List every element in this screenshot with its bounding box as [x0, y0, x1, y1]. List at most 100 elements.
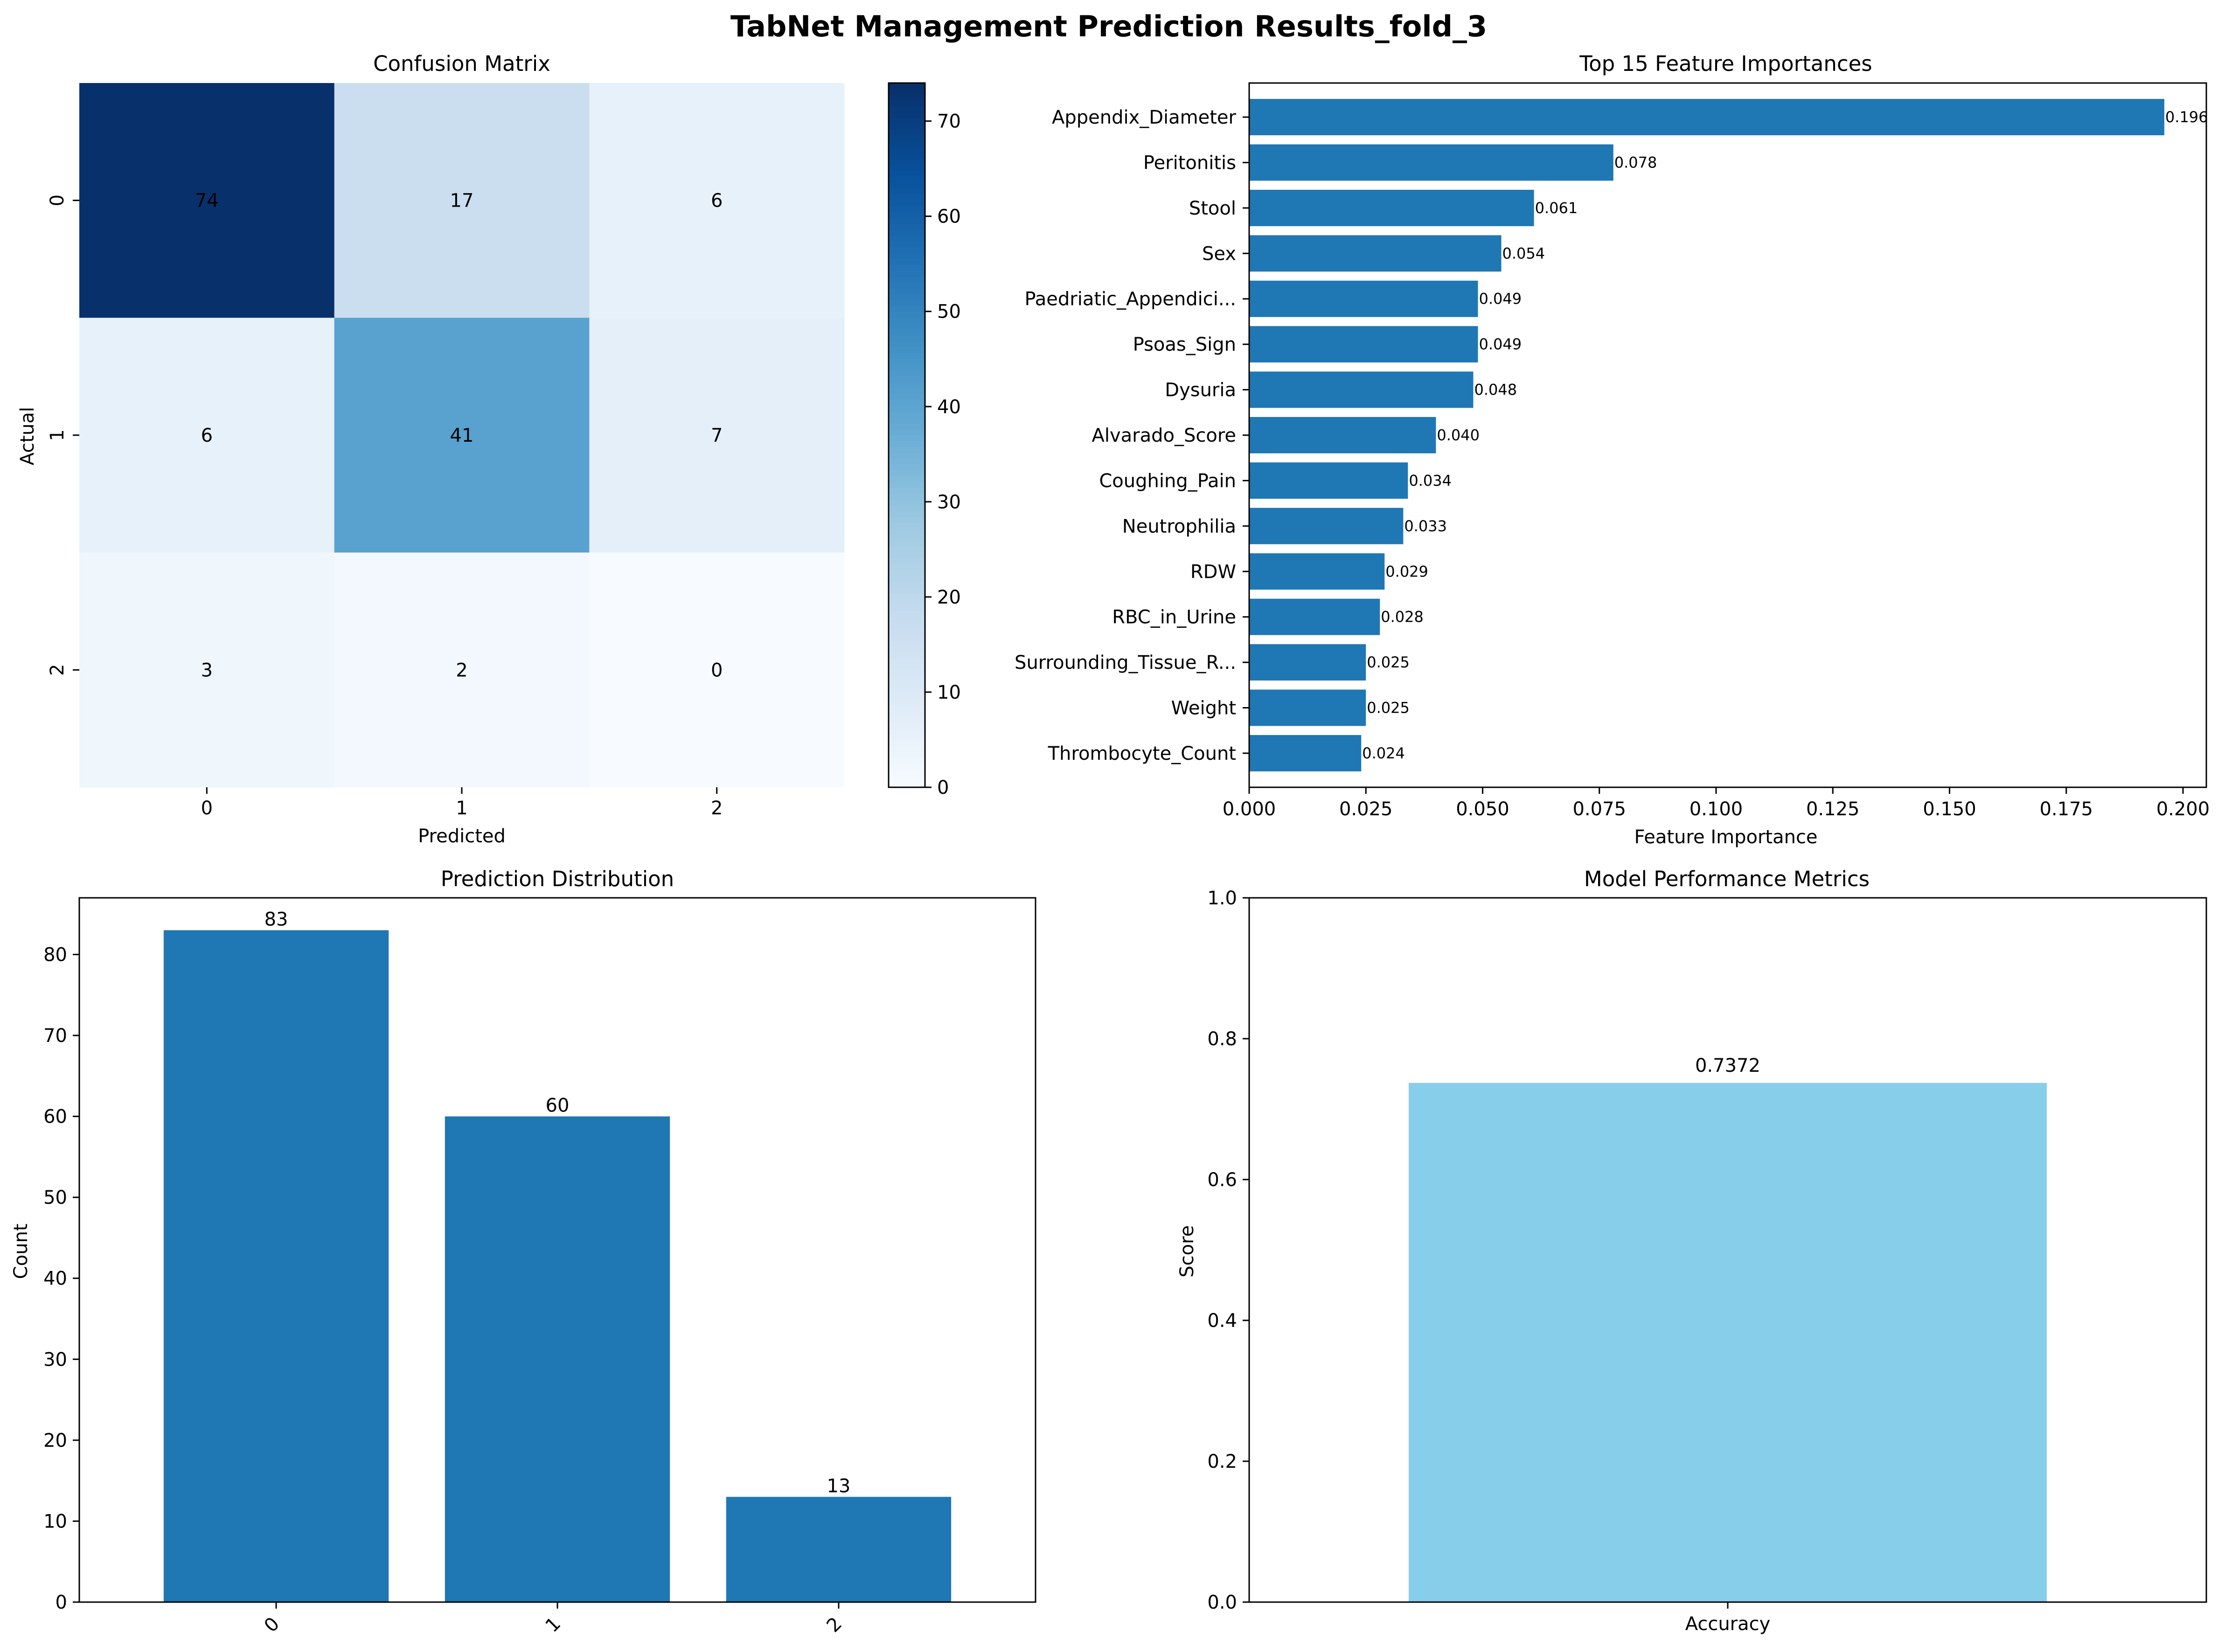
importance-bar [1249, 507, 1404, 544]
colorbar-segment [889, 511, 925, 518]
colorbar-segment [889, 312, 925, 319]
colorbar-segment [889, 764, 925, 770]
y-tick-label: 0 [47, 194, 68, 206]
colorbar-segment [889, 734, 925, 741]
heatmap-cell-label: 7 [711, 425, 723, 446]
importance-value-label: 0.049 [1479, 335, 1522, 353]
feature-name-label: Dysuria [1165, 380, 1236, 401]
colorbar-segment [889, 564, 925, 571]
colorbar-segment [889, 382, 925, 389]
importance-bar [1249, 371, 1474, 408]
colorbar-segment [889, 429, 925, 436]
colorbar-segment [889, 493, 925, 500]
feature-name-label: RBC_in_Urine [1112, 607, 1236, 628]
colorbar-segment [889, 323, 925, 330]
x-tick-label: 0.050 [1456, 798, 1509, 820]
colorbar-segment [889, 752, 925, 759]
colorbar-segment [889, 136, 925, 142]
colorbar-segment [889, 89, 925, 96]
colorbar-tick-label: 0 [937, 777, 949, 798]
colorbar-segment [889, 717, 925, 723]
colorbar-segment [889, 406, 925, 412]
colorbar-segment [889, 611, 925, 618]
x-tick-label: 0.125 [1806, 798, 1860, 820]
prediction-distribution-panel: Prediction Distribution Count 8306011320… [10, 867, 1036, 1637]
heatmap-cell-label: 0 [711, 659, 723, 681]
colorbar-segment [889, 130, 925, 137]
colorbar-segment [889, 253, 925, 260]
importance-bar [1249, 689, 1366, 726]
heatmap-cell [589, 83, 845, 318]
importance-value-label: 0.033 [1404, 517, 1447, 535]
colorbar-segment [889, 200, 925, 207]
colorbar-segment [889, 229, 925, 236]
colorbar-segment [889, 441, 925, 448]
colorbar-segment [889, 300, 925, 307]
colorbar-segment [889, 100, 925, 107]
colorbar-segment [889, 335, 925, 342]
colorbar-segment [889, 365, 925, 371]
colorbar-segment [889, 658, 925, 665]
axes-frame [1248, 897, 2207, 1603]
colorbar-segment [889, 341, 925, 348]
colorbar-segment [889, 153, 925, 160]
colorbar-segment [889, 423, 925, 430]
heatmap-cell [79, 83, 335, 318]
colorbar-segment [889, 182, 925, 189]
colorbar-segment [889, 506, 925, 512]
colorbar-segment [889, 271, 925, 278]
feature-name-label: Sex [1202, 243, 1236, 264]
importance-bar [1249, 235, 1502, 272]
prediction-distribution-title: Prediction Distribution [441, 867, 674, 891]
heatmap-cell [589, 552, 845, 788]
axes-frame [78, 897, 1036, 1603]
feature-name-label: Surrounding_Tissue_R... [1015, 652, 1236, 673]
performance-metrics-ylabel: Score [1176, 1225, 1198, 1277]
colorbar-segment [889, 629, 925, 635]
prediction-count-bar [445, 1116, 670, 1602]
colorbar-segment [889, 640, 925, 647]
y-tick-label: 0 [56, 1592, 67, 1613]
heatmap-cell-label: 6 [711, 190, 723, 212]
colorbar-segment [889, 194, 925, 201]
colorbar-tick-label: 20 [937, 587, 961, 608]
x-tick-label: Accuracy [1685, 1613, 1771, 1635]
colorbar-tick-label: 50 [937, 301, 961, 323]
colorbar-segment [889, 670, 925, 676]
heatmap-cell-label: 17 [450, 190, 474, 212]
importance-bar [1249, 644, 1366, 681]
colorbar-segment [889, 541, 925, 548]
colorbar-segment [889, 529, 925, 535]
colorbar-tick-label: 60 [937, 206, 961, 228]
y-tick-label: 80 [43, 944, 67, 965]
colorbar-segment [889, 576, 925, 583]
colorbar-segment [889, 476, 925, 483]
colorbar-segment [889, 687, 925, 694]
colorbar-segment [889, 552, 925, 559]
x-tick-label: 0.150 [1923, 798, 1976, 820]
colorbar-segment [889, 112, 925, 119]
colorbar-segment [889, 605, 925, 612]
importance-bar [1249, 417, 1436, 453]
colorbar-segment [889, 488, 925, 494]
heatmap-cell [334, 318, 590, 553]
feature-name-label: Paedriatic_Appendici... [1024, 289, 1236, 310]
importance-bar [1249, 99, 2164, 136]
importance-bar [1249, 553, 1385, 590]
colorbar-segment [889, 318, 925, 324]
colorbar-segment [889, 558, 925, 565]
x-tick-label: 2 [711, 798, 723, 819]
colorbar-segment [889, 500, 925, 506]
importance-value-label: 0.034 [1409, 472, 1452, 489]
y-tick-label: 10 [43, 1511, 67, 1532]
colorbar-segment [889, 294, 925, 301]
colorbar-segment [889, 177, 925, 183]
y-tick-label: 40 [43, 1268, 67, 1290]
colorbar-segment [889, 106, 925, 113]
colorbar-segment [889, 770, 925, 776]
axes-frame [1248, 82, 2207, 788]
confusion-matrix-title: Confusion Matrix [373, 51, 550, 76]
importance-value-label: 0.049 [1479, 290, 1522, 308]
colorbar-segment [889, 165, 925, 172]
colorbar-segment [889, 212, 925, 219]
